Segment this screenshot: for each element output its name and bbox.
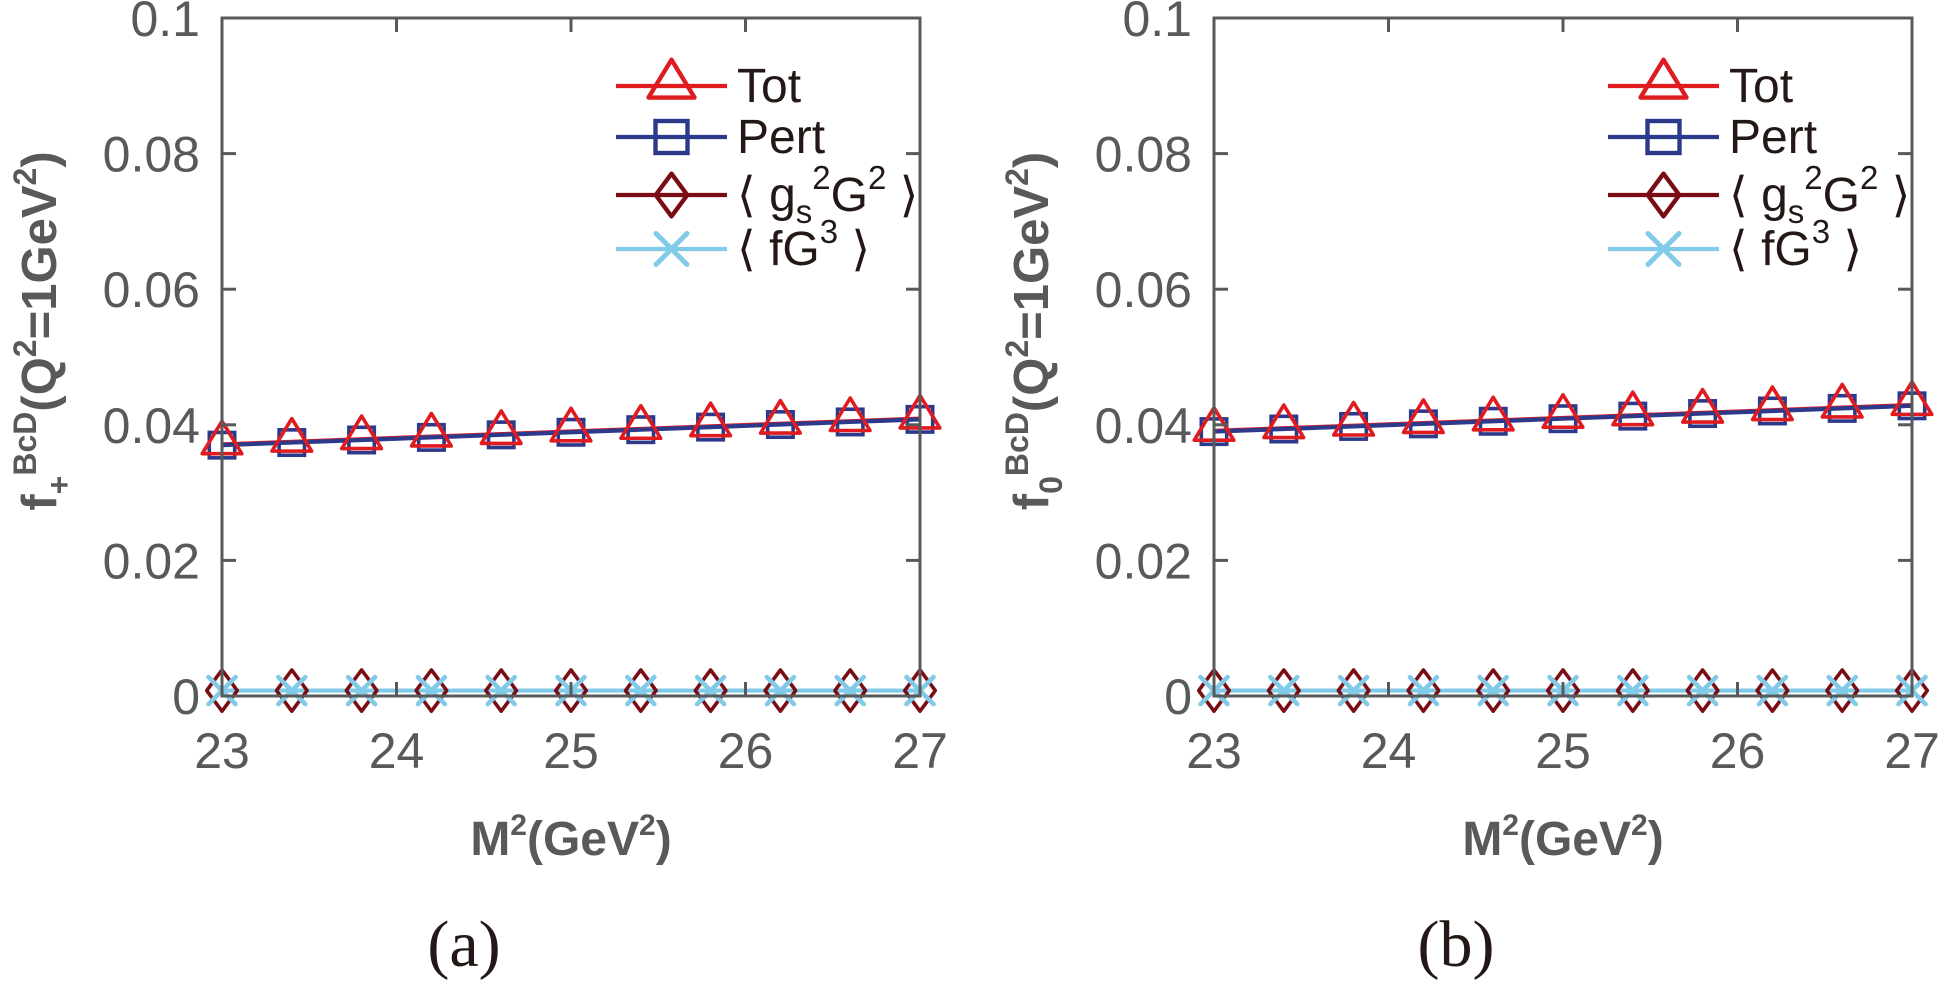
svg-text:24: 24 <box>369 723 425 779</box>
svg-text:0.02: 0.02 <box>103 533 200 589</box>
svg-text:0: 0 <box>1164 669 1192 725</box>
svg-text:23: 23 <box>1186 723 1242 779</box>
svg-text:25: 25 <box>1535 723 1591 779</box>
svg-text:24: 24 <box>1361 723 1417 779</box>
svg-text:0.08: 0.08 <box>103 127 200 183</box>
svg-text:0.02: 0.02 <box>1095 533 1192 589</box>
svg-text:25: 25 <box>543 723 599 779</box>
svg-text:26: 26 <box>1710 723 1766 779</box>
svg-text:⟨ fG3 ⟩: ⟨ fG3 ⟩ <box>737 213 870 276</box>
svg-text:26: 26 <box>718 723 774 779</box>
svg-text:Pert: Pert <box>737 111 825 164</box>
svg-text:0.04: 0.04 <box>1095 398 1192 454</box>
svg-text:0.1: 0.1 <box>130 0 200 47</box>
svg-text:Tot: Tot <box>1729 60 1793 113</box>
svg-text:27: 27 <box>1884 723 1940 779</box>
svg-text:23: 23 <box>194 723 250 779</box>
svg-text:⟨ fG3 ⟩: ⟨ fG3 ⟩ <box>1729 213 1862 276</box>
svg-text:(b): (b) <box>1418 908 1495 981</box>
svg-text:0.06: 0.06 <box>103 262 200 318</box>
svg-text:Tot: Tot <box>737 60 801 113</box>
svg-text:27: 27 <box>892 723 948 779</box>
svg-text:0.06: 0.06 <box>1095 262 1192 318</box>
svg-text:0.08: 0.08 <box>1095 127 1192 183</box>
svg-text:0: 0 <box>172 669 200 725</box>
svg-text:Pert: Pert <box>1729 111 1817 164</box>
svg-text:0.04: 0.04 <box>103 398 200 454</box>
svg-text:(a): (a) <box>427 908 500 981</box>
svg-text:0.1: 0.1 <box>1122 0 1192 47</box>
